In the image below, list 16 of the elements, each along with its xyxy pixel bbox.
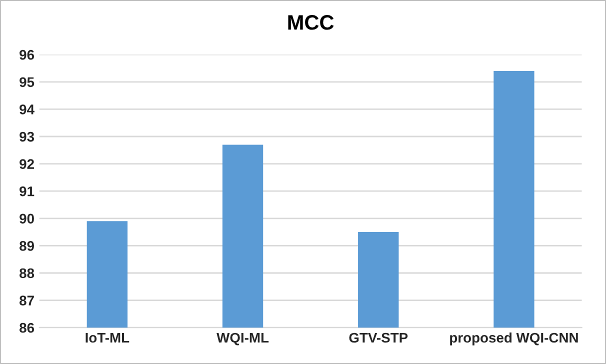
x-tick-label: WQI-ML: [216, 332, 269, 346]
y-tick-label: 92: [20, 159, 34, 169]
y-tick-label: 90: [20, 214, 34, 224]
y-tick-label: 96: [20, 50, 34, 60]
y-tick-label: 88: [20, 268, 34, 278]
y-tick-label: 94: [20, 104, 34, 114]
y-tick-label: 89: [20, 241, 34, 251]
x-tick-label: IoT-ML: [86, 332, 130, 343]
x-tick-label: proposed WQI-CNN: [450, 332, 578, 346]
y-tick-label: 95: [20, 77, 34, 88]
y-tick-label: 91: [20, 186, 34, 196]
chart-title: MCC: [288, 15, 334, 30]
y-tick-label: 87: [20, 296, 34, 306]
y-tick-label: 93: [20, 132, 34, 142]
x-tick-label: GTV-STP: [349, 332, 408, 343]
y-tick-label: 86: [20, 322, 34, 333]
